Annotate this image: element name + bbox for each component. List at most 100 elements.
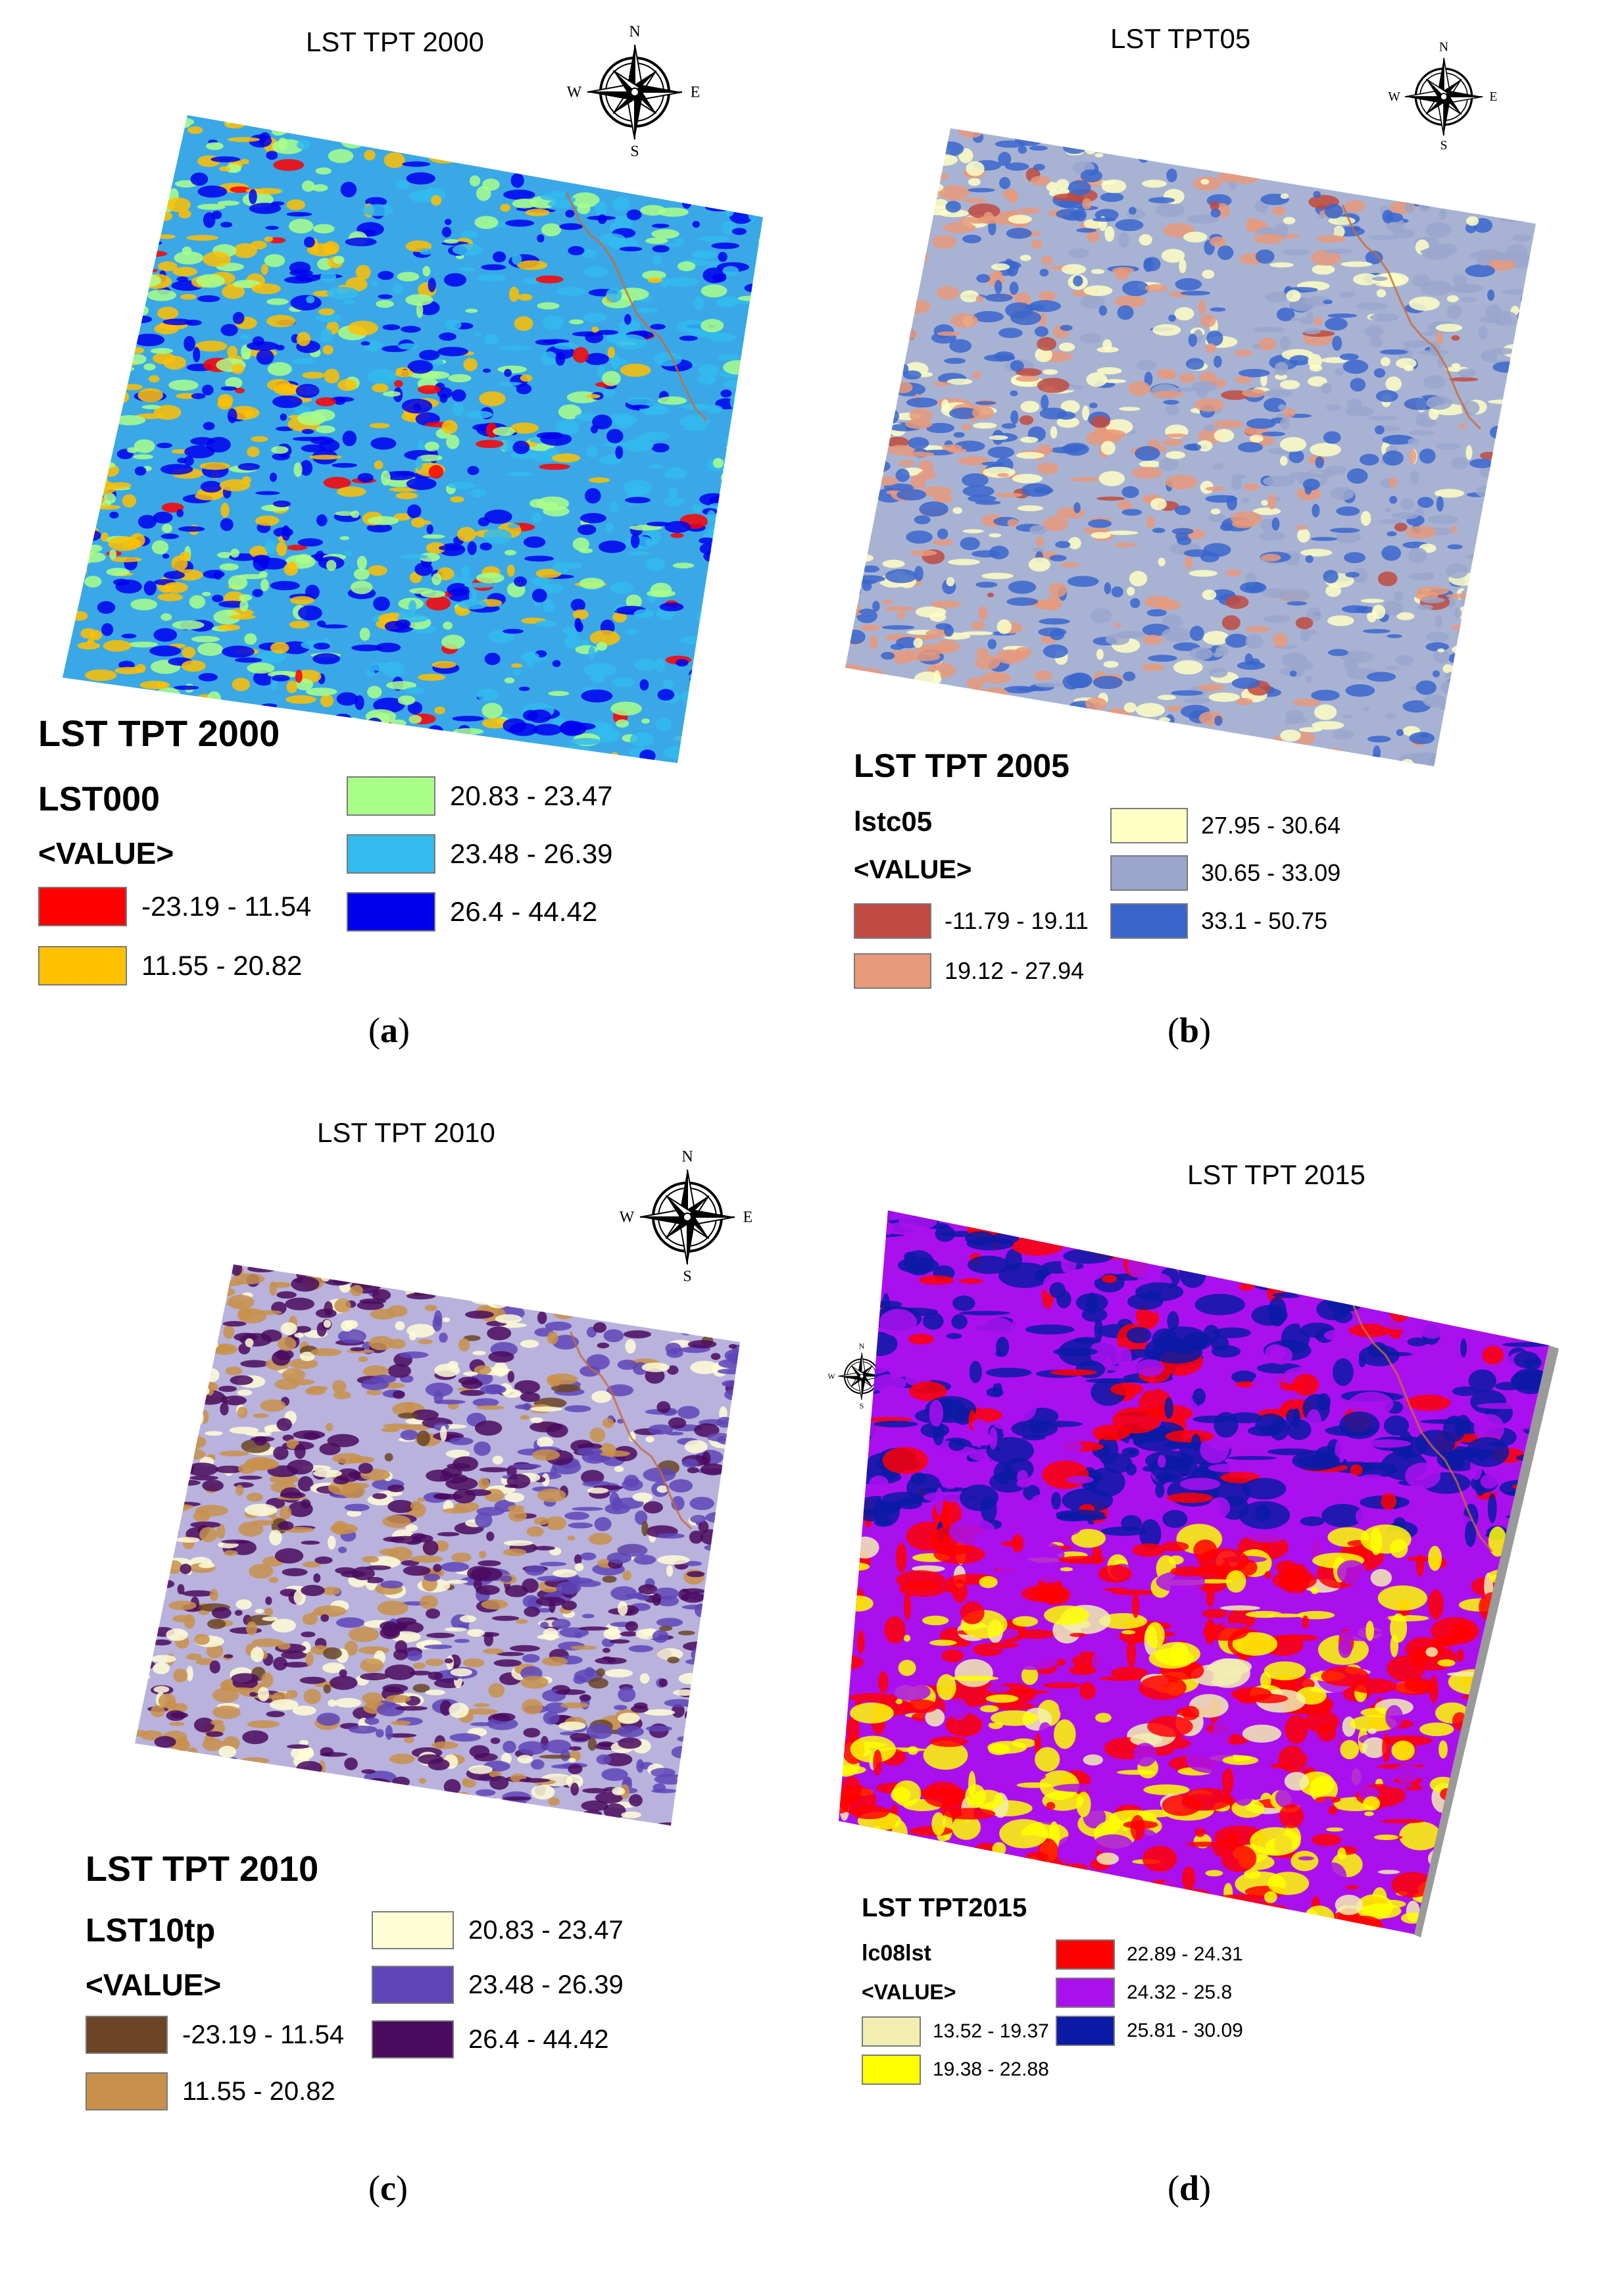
raster-patch xyxy=(467,1629,485,1637)
raster-patch xyxy=(172,1472,187,1481)
raster-patch xyxy=(508,1509,528,1522)
raster-patch xyxy=(531,1759,545,1770)
raster-patch xyxy=(338,1547,347,1553)
raster-patch xyxy=(1504,498,1512,512)
raster-patch xyxy=(370,1798,386,1807)
raster-patch xyxy=(310,719,318,735)
raster-patch xyxy=(558,1721,586,1731)
raster-patch xyxy=(1446,295,1459,303)
raster-patch xyxy=(1435,145,1452,151)
raster-patch xyxy=(583,312,607,322)
legend-item: 20.83 - 23.47 xyxy=(347,776,613,816)
raster-patch xyxy=(149,645,182,657)
raster-patch xyxy=(361,1816,370,1826)
raster-patch xyxy=(516,383,532,395)
raster-patch xyxy=(438,1272,470,1281)
compass-point xyxy=(666,1195,687,1222)
raster-patch xyxy=(707,743,719,751)
raster-patch xyxy=(541,1657,568,1666)
raster-patch xyxy=(1034,739,1056,747)
raster-patch xyxy=(489,1776,509,1790)
raster-patch xyxy=(852,1231,876,1243)
raster-patch xyxy=(449,1437,474,1445)
raster-patch xyxy=(503,628,524,634)
raster-patch xyxy=(1173,752,1184,766)
raster-patch xyxy=(1179,373,1196,384)
raster-patch xyxy=(1409,732,1435,745)
raster-patch xyxy=(1498,653,1506,664)
raster-patch xyxy=(727,439,735,447)
raster-patch xyxy=(649,146,680,151)
raster-patch xyxy=(269,1530,282,1546)
raster-patch xyxy=(1382,210,1394,224)
raster-patch xyxy=(165,1347,182,1351)
raster-patch xyxy=(704,644,718,654)
raster-patch xyxy=(1082,405,1089,421)
raster-patch xyxy=(1465,264,1495,278)
raster-patch xyxy=(1258,337,1277,351)
compass-point xyxy=(687,1209,735,1217)
raster-patch xyxy=(159,1434,168,1445)
raster-patch xyxy=(287,1744,310,1749)
raster-patch xyxy=(863,382,879,397)
raster-patch xyxy=(1394,522,1408,532)
raster-patch xyxy=(135,1674,151,1680)
raster-patch xyxy=(92,219,104,224)
raster-patch xyxy=(445,1797,474,1802)
raster-patch xyxy=(882,559,905,568)
raster-patch xyxy=(1275,374,1288,380)
raster-patch xyxy=(1530,720,1536,732)
raster-patch xyxy=(487,1718,518,1730)
raster-patch xyxy=(230,186,251,193)
raster-patch xyxy=(623,1776,632,1785)
raster-patch xyxy=(1335,1234,1382,1248)
raster-patch xyxy=(271,674,290,682)
raster-patch xyxy=(853,575,885,583)
raster-patch xyxy=(422,1540,439,1556)
raster-patch xyxy=(113,578,130,586)
raster-patch xyxy=(89,630,103,641)
raster-patch xyxy=(720,1719,736,1732)
raster-patch xyxy=(895,725,922,735)
raster-patch xyxy=(1171,690,1203,696)
raster-patch xyxy=(1096,496,1125,501)
raster-patch xyxy=(519,1778,551,1783)
raster-patch xyxy=(1356,302,1389,311)
raster-patch xyxy=(97,601,116,614)
raster-patch xyxy=(582,1787,608,1793)
raster-patch xyxy=(1010,410,1019,424)
raster-patch xyxy=(560,1702,589,1708)
raster-patch xyxy=(489,1290,504,1297)
raster-patch xyxy=(589,1428,605,1443)
raster-patch xyxy=(983,354,1016,362)
raster-patch xyxy=(452,243,483,256)
raster-patch xyxy=(687,1753,711,1764)
raster-patch xyxy=(1123,671,1136,682)
raster-patch xyxy=(1402,700,1431,713)
raster-patch xyxy=(623,439,654,452)
raster-patch xyxy=(995,492,1023,498)
raster-patch xyxy=(641,1362,670,1372)
raster-patch xyxy=(225,377,243,389)
raster-patch xyxy=(246,1621,257,1635)
raster-patch xyxy=(1239,368,1270,378)
raster-patch xyxy=(395,619,411,629)
raster-patch xyxy=(381,470,391,486)
raster-patch xyxy=(540,584,564,593)
raster-patch xyxy=(334,1298,351,1313)
raster-patch xyxy=(1201,128,1218,134)
raster-patch xyxy=(643,162,658,167)
raster-patch xyxy=(1084,139,1098,155)
raster-patch xyxy=(98,171,108,184)
raster-patch xyxy=(902,208,924,220)
raster-patch xyxy=(62,223,84,233)
raster-patch xyxy=(648,1424,674,1435)
raster-patch xyxy=(301,1585,325,1597)
lst-raster-map xyxy=(135,1264,740,1826)
raster-patch xyxy=(238,1522,264,1537)
raster-patch xyxy=(730,442,752,454)
raster-patch xyxy=(1210,209,1221,218)
raster-patch xyxy=(548,199,574,209)
raster-patch xyxy=(1147,655,1177,662)
raster-patch xyxy=(576,622,583,633)
